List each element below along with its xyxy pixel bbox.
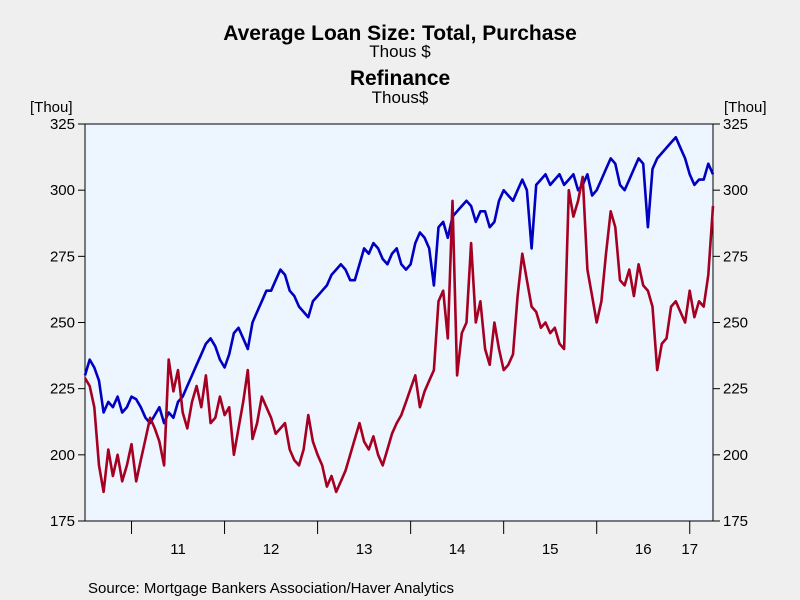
left-tick-label: 200 (50, 447, 75, 464)
left-axis-unit: [Thou] (30, 99, 73, 116)
right-tick-label: 300 (723, 182, 748, 199)
chart-title: Average Loan Size: Total, Purchase (223, 22, 577, 45)
right-tick-label: 200 (723, 447, 748, 464)
right-axis-unit: [Thou] (724, 99, 767, 116)
x-tick-label: 12 (263, 541, 280, 558)
left-tick-label: 175 (50, 513, 75, 530)
series-layer (83, 135, 715, 494)
axes-layer: 175 175 200 200 225 225 250 250 275 275 300 300 325 3… (50, 116, 748, 558)
right-tick-label: 175 (723, 513, 748, 530)
left-tick-label: 300 (50, 182, 75, 199)
chart-title-2: Refinance (350, 67, 450, 90)
right-tick-label: 225 (723, 381, 748, 398)
purchase-line (83, 135, 715, 425)
left-tick-label: 275 (50, 248, 75, 265)
chart-title-unit: Thous $ (369, 42, 431, 61)
x-tick-label: 13 (356, 541, 373, 558)
left-tick-label: 325 (50, 116, 75, 133)
left-tick-label: 250 (50, 315, 75, 332)
left-tick-label: 225 (50, 381, 75, 398)
x-tick-label: 15 (542, 541, 559, 558)
x-tick-label: 14 (449, 541, 466, 558)
right-tick-label: 275 (723, 248, 748, 265)
right-tick-label: 325 (723, 116, 748, 133)
source-note: Source: Mortgage Bankers Association/Hav… (88, 580, 454, 597)
right-tick-label: 250 (723, 315, 748, 332)
x-tick-label: 11 (170, 541, 186, 558)
x-tick-label: 16 (635, 541, 652, 558)
refinance-line (83, 175, 715, 494)
chart-title-2-unit: Thous$ (372, 88, 429, 107)
x-tick-label: 17 (681, 541, 698, 558)
